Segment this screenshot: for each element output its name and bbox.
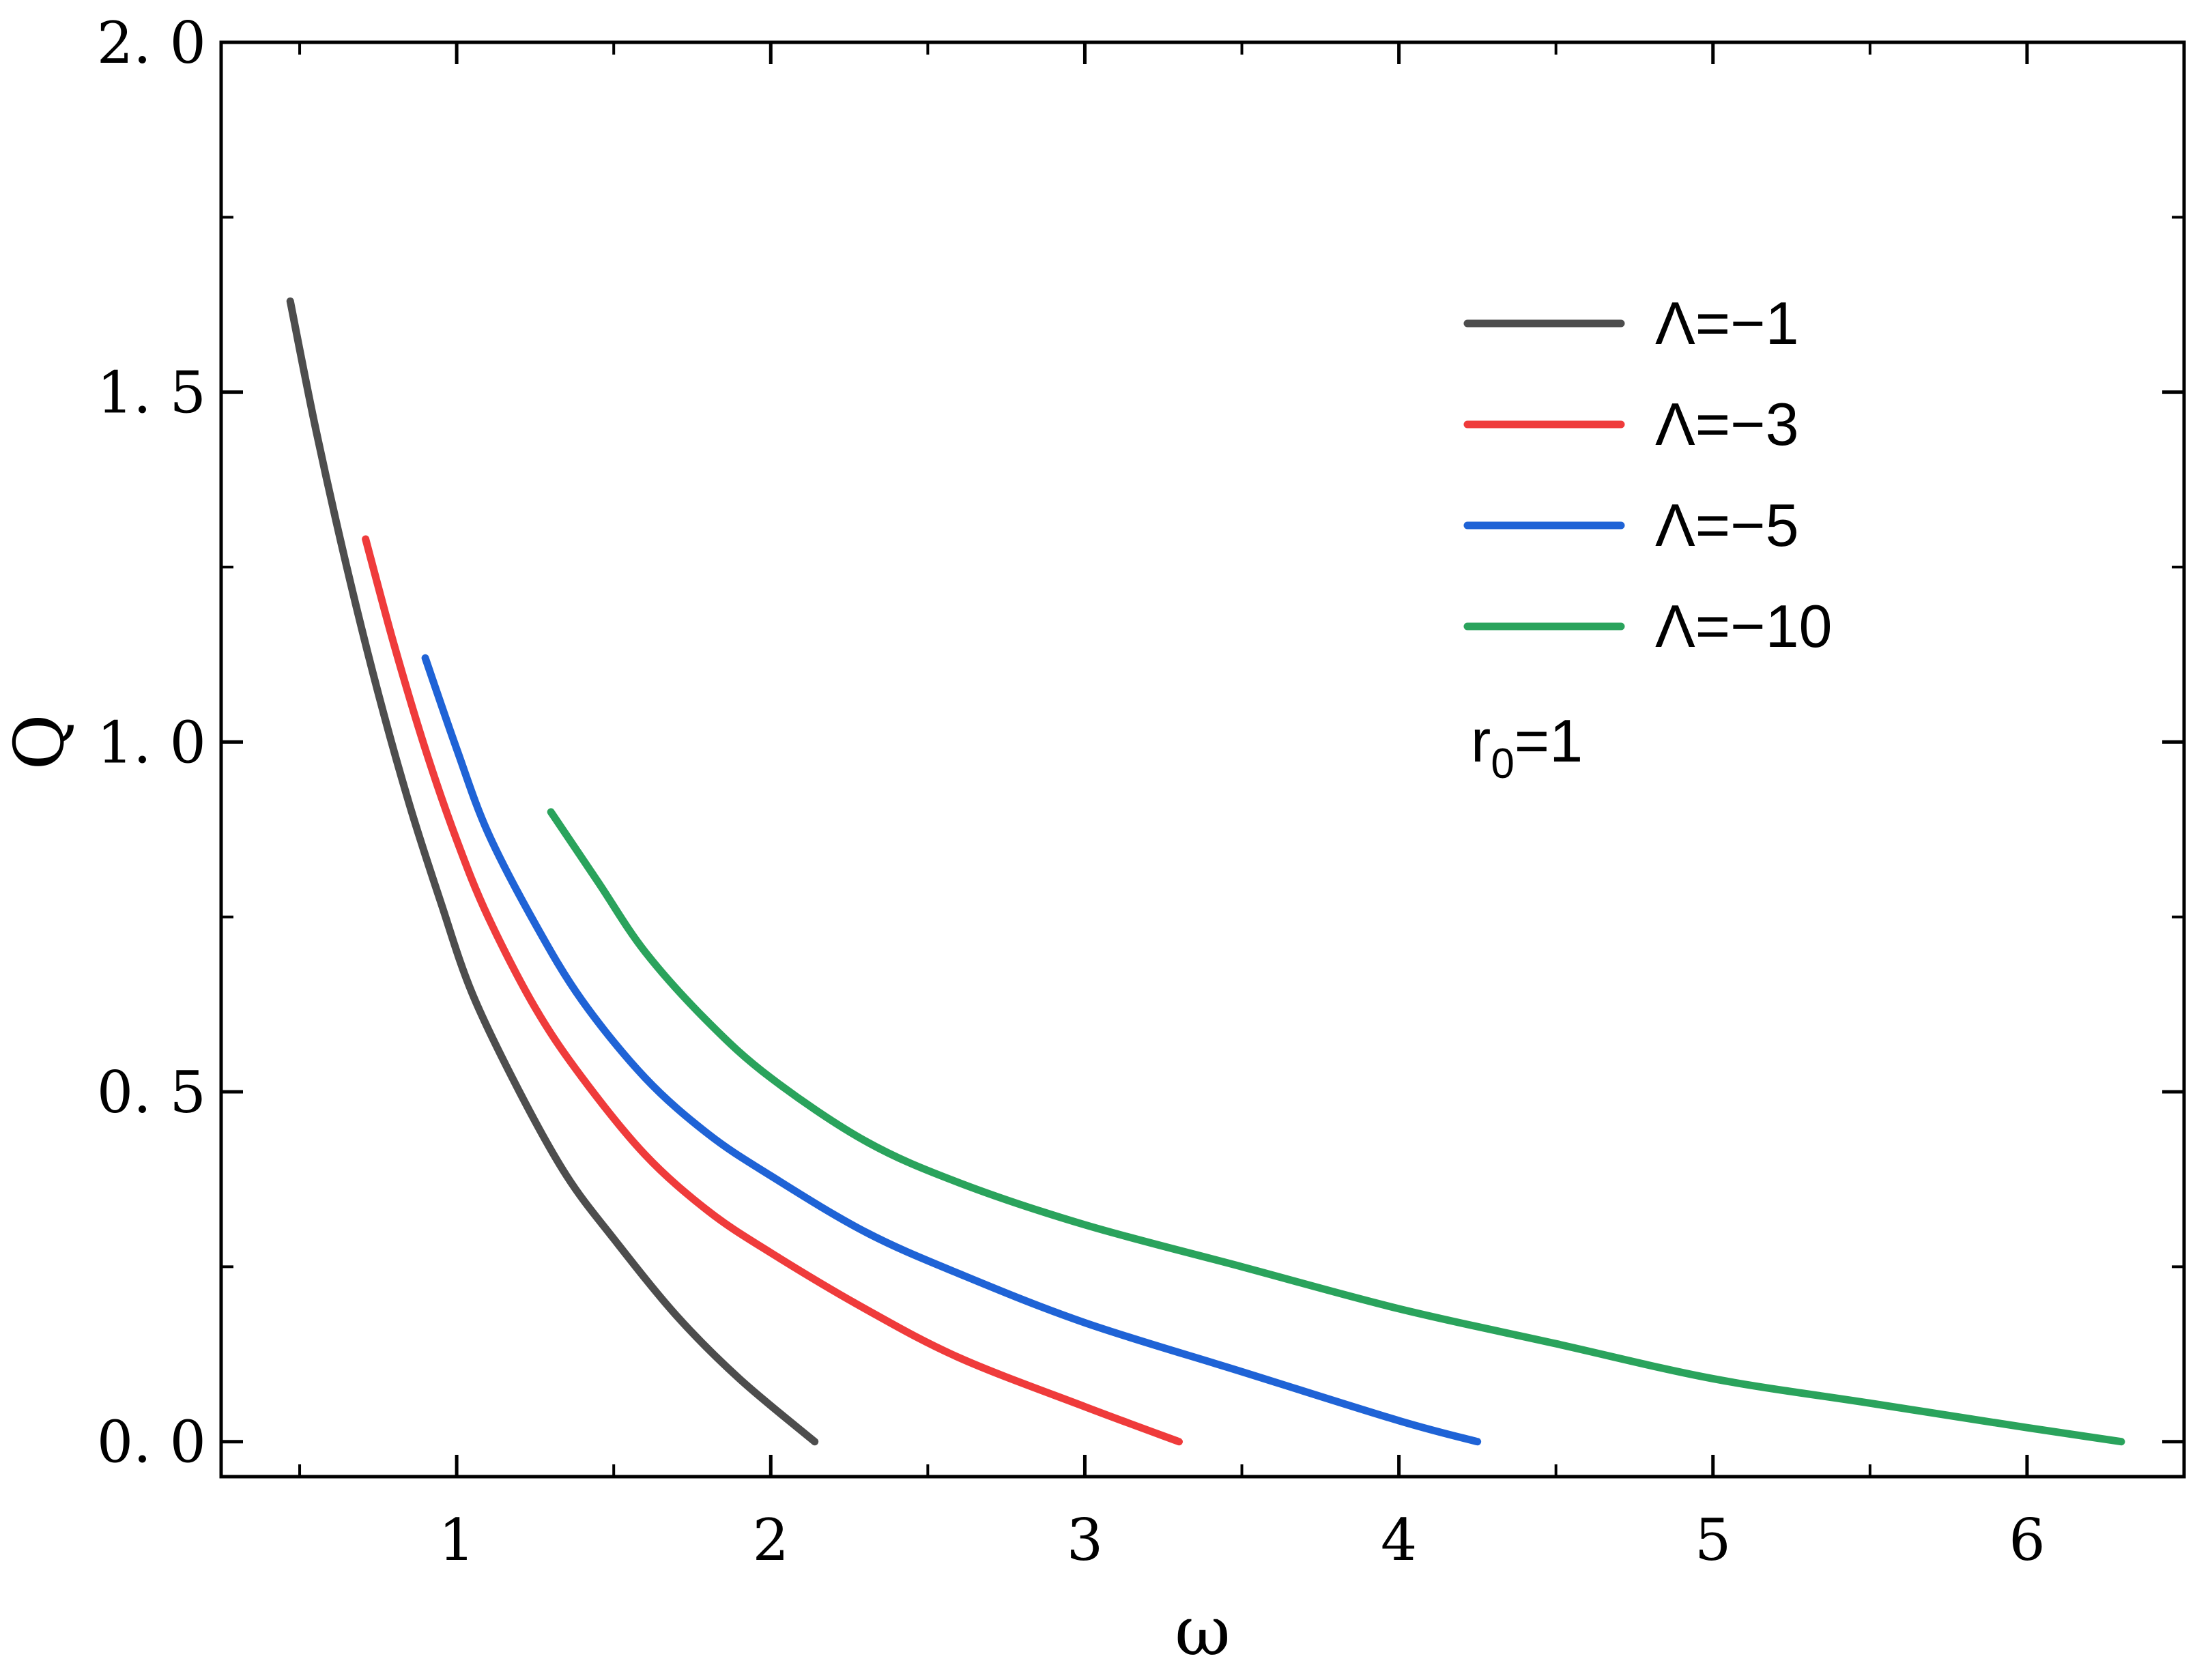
annotation-rest: =1 xyxy=(1515,707,1583,774)
x-tick-label: 1 xyxy=(438,1507,474,1574)
series-line-3 xyxy=(547,808,2125,1446)
legend-label-1: Λ=−3 xyxy=(1655,390,1799,458)
x-axis-title: ω xyxy=(1175,1591,1231,1671)
major-ticks xyxy=(221,40,2184,1477)
minor-ticks xyxy=(221,42,2185,1477)
y-tick-label: 0. 5 xyxy=(97,1059,206,1126)
x-tick-label: 2 xyxy=(753,1507,789,1574)
x-tick-label: 3 xyxy=(1067,1507,1103,1574)
plot-frame xyxy=(219,40,2186,1479)
x-tick-label: 4 xyxy=(1381,1507,1417,1574)
legend-label-0: Λ=−1 xyxy=(1655,289,1799,357)
y-axis-title: Q xyxy=(0,714,79,770)
series-line-1 xyxy=(362,535,1183,1446)
series-line-0 xyxy=(286,297,819,1446)
x-tick-label: 6 xyxy=(2009,1507,2045,1574)
series-line-2 xyxy=(421,654,1482,1446)
legend: Λ=−1 Λ=−3 Λ=−5 Λ=−10 xyxy=(1463,289,1832,660)
legend-label-3: Λ=−10 xyxy=(1655,592,1832,660)
x-tick-labels: 1 2 3 4 5 6 xyxy=(438,1507,2045,1574)
y-tick-label: 1. 0 xyxy=(97,709,206,776)
legend-label-2: Λ=−5 xyxy=(1655,491,1799,559)
series-layer xyxy=(286,297,2125,1446)
r0-annotation: r0=1 xyxy=(1471,707,1583,787)
y-tick-labels: 0. 0 0. 5 1. 0 1. 5 2. 0 xyxy=(97,10,206,1476)
y-tick-label: 1. 5 xyxy=(97,360,206,426)
y-tick-label: 0. 0 xyxy=(97,1409,206,1476)
y-tick-label: 2. 0 xyxy=(97,10,206,76)
x-tick-label: 5 xyxy=(1695,1507,1731,1574)
annotation-main: r xyxy=(1471,707,1491,774)
annotation-sub: 0 xyxy=(1491,740,1514,787)
